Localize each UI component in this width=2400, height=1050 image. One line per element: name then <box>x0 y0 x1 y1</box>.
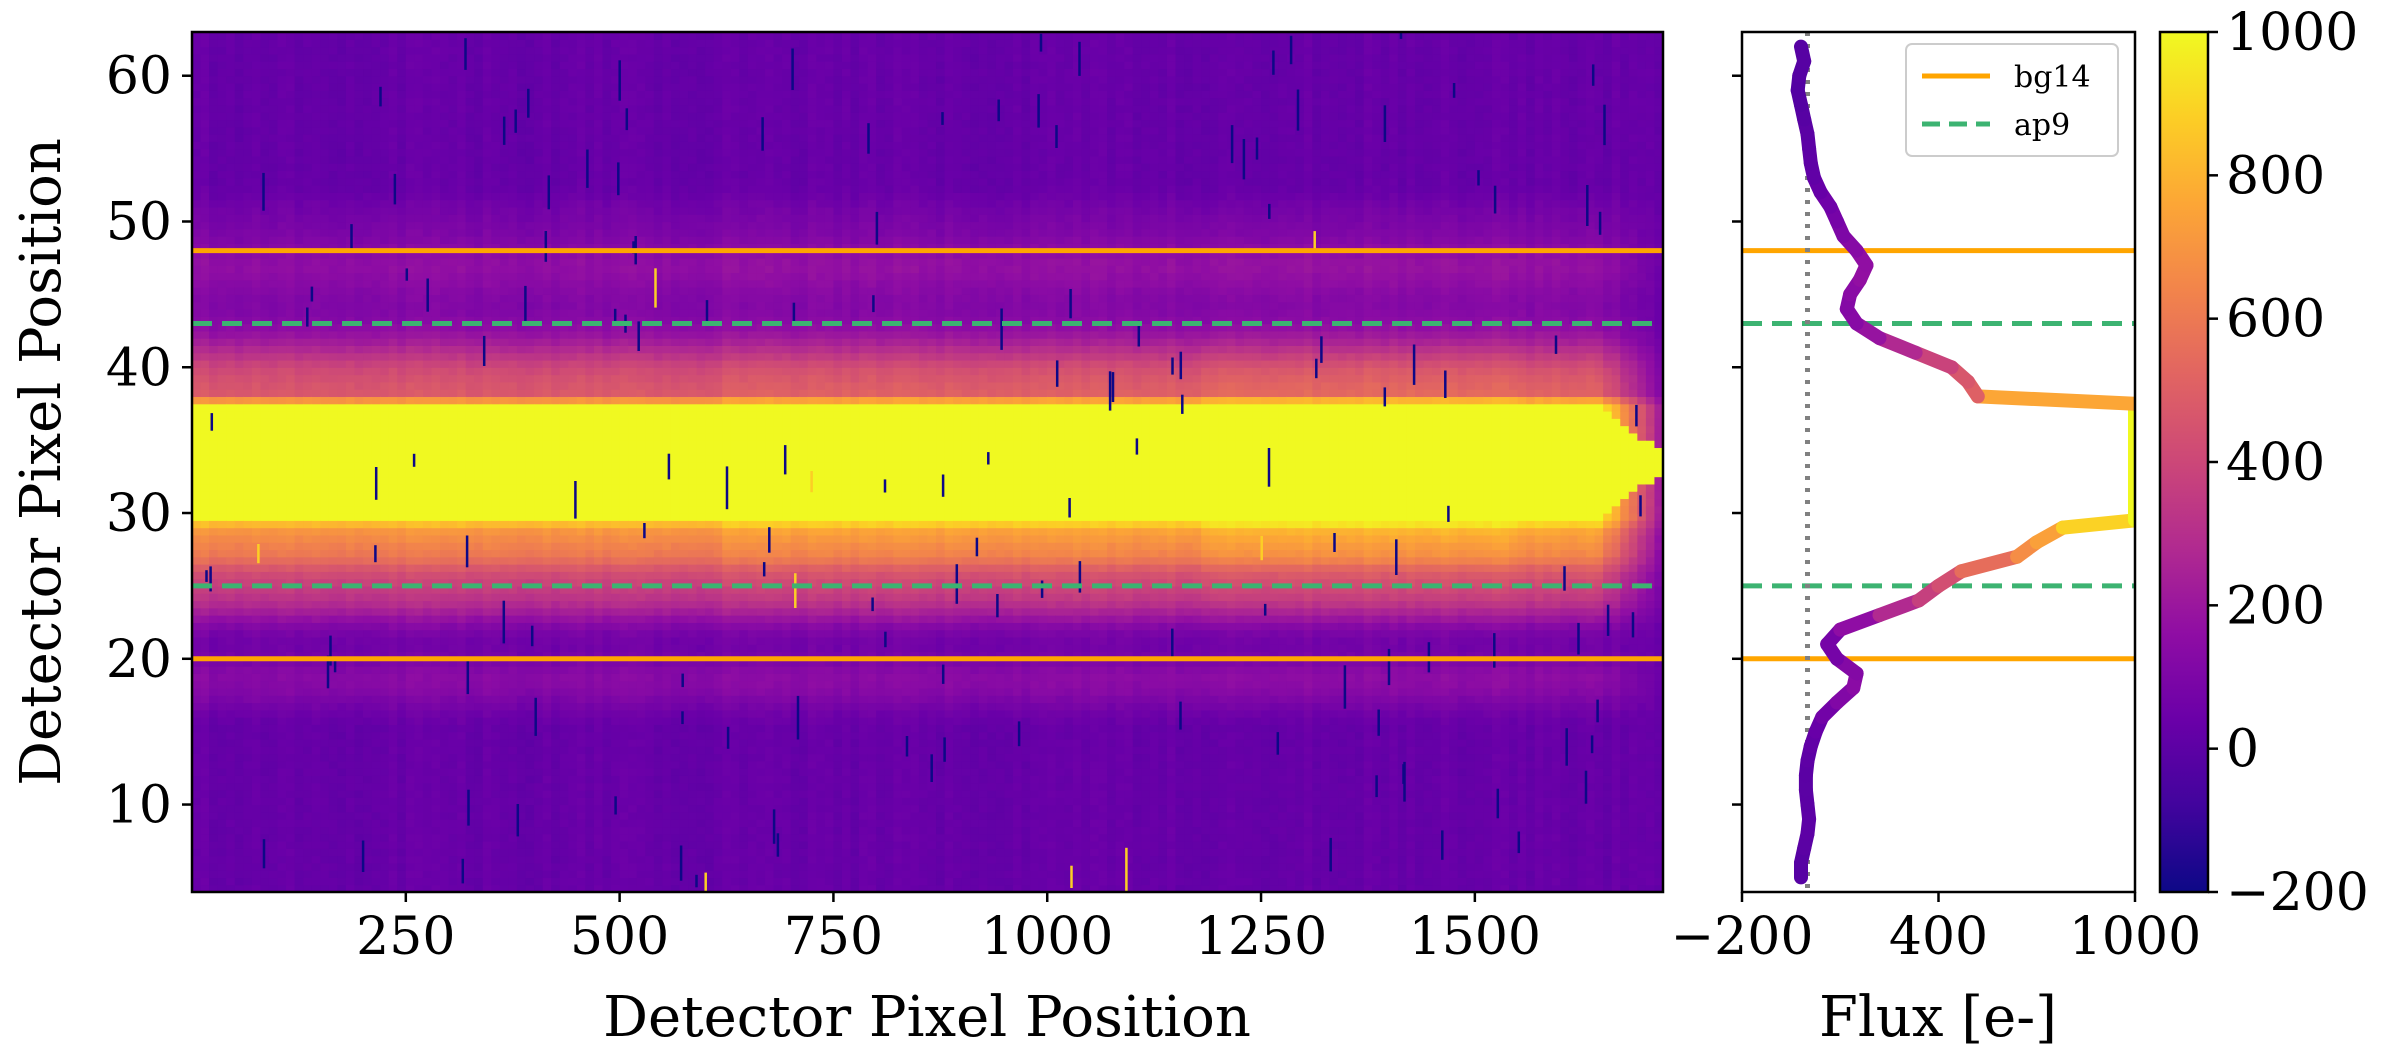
colorbar-gradient <box>2158 30 2210 894</box>
main-x-ticks: 250 500 750 1000 1250 1500 <box>356 892 1541 967</box>
main-plot-frame <box>190 30 1665 894</box>
legend-box <box>1905 43 2119 157</box>
legend-label-bg14: bg14 <box>2014 60 2091 95</box>
heatmap-image <box>192 32 1663 892</box>
legend-label-ap9: ap9 <box>2014 108 2070 143</box>
aperture-lines <box>192 248 1663 662</box>
profile-aperture-lines <box>1742 248 2135 662</box>
flux-profile-curve <box>1790 39 2135 885</box>
profile-x-ticks: −200 400 1000 <box>1671 892 2201 967</box>
profile-y-ticks <box>1732 74 1742 806</box>
flux-profile-panel: −200 400 1000 Flux [e-] bg14 ap9 <box>1671 30 2201 1050</box>
detector-defects <box>205 32 1642 892</box>
legend: bg14 ap9 <box>1905 43 2119 157</box>
profile-x-axis-label: Flux [e-] <box>1819 985 2057 1050</box>
main-x-axis-label: Detector Pixel Position <box>603 985 1251 1050</box>
main-y-axis-label: Detector Pixel Position <box>9 138 74 786</box>
